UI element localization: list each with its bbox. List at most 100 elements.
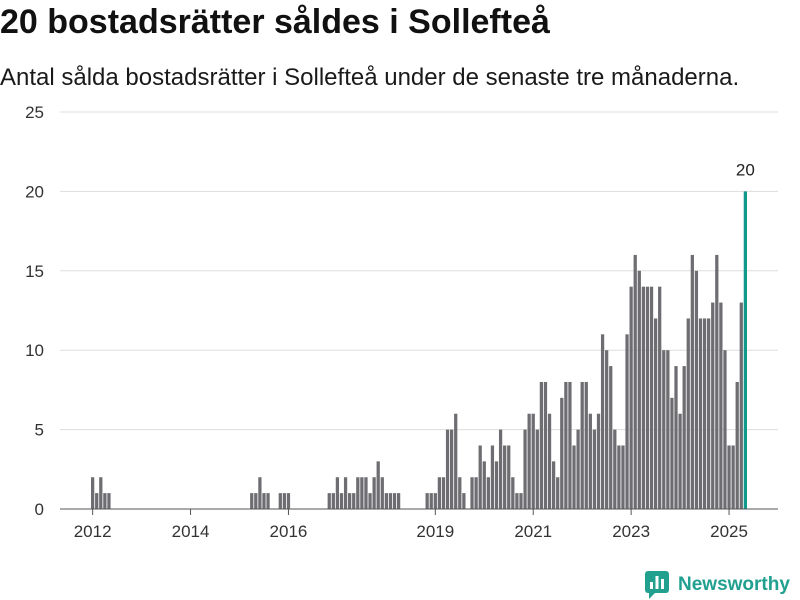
- bar: [339, 493, 344, 509]
- bar: [335, 477, 340, 509]
- x-tick-label: 2019: [416, 522, 454, 541]
- bar: [551, 461, 556, 509]
- bar: [356, 477, 360, 509]
- icon-bubble-tail: [649, 592, 656, 599]
- bar: [698, 318, 703, 509]
- bar: [474, 477, 478, 509]
- bar: [364, 477, 368, 509]
- bar: [286, 493, 291, 509]
- bar: [658, 286, 662, 509]
- bar: [454, 413, 458, 509]
- bar: [653, 318, 658, 509]
- bar: [674, 366, 678, 509]
- bar: [600, 334, 605, 509]
- bar: [576, 429, 580, 509]
- x-tick-label: 2025: [710, 522, 748, 541]
- bar: [380, 477, 384, 509]
- bar: [372, 477, 376, 509]
- bar: [735, 381, 739, 509]
- y-tick-label: 10: [25, 341, 44, 360]
- data-label: 20: [736, 160, 755, 179]
- bar: [266, 493, 270, 509]
- brand-logo: Newsworthy: [645, 570, 790, 600]
- bar: [715, 254, 719, 509]
- bars: [91, 191, 747, 509]
- bar: [572, 445, 576, 509]
- bar: [327, 493, 331, 509]
- bar: [539, 381, 544, 509]
- bar: [523, 429, 527, 509]
- y-tick-label: 25: [25, 103, 44, 122]
- chart-subtitle: Antal sålda bostadsrätter i Sollefteå un…: [0, 64, 740, 91]
- bar: [343, 477, 348, 509]
- bar: [250, 493, 254, 509]
- bar: [91, 477, 95, 509]
- bar: [556, 477, 560, 509]
- gridlines: [60, 111, 778, 431]
- bar: [678, 413, 682, 509]
- bar: [433, 493, 437, 509]
- chart-title: 20 bostadsrätter såldes i Sollefteå: [0, 3, 550, 41]
- bar: [494, 461, 499, 509]
- bar: [441, 477, 446, 509]
- bar: [613, 429, 617, 509]
- bar: [719, 302, 723, 509]
- brand-name: Newsworthy: [678, 574, 790, 595]
- bar: [368, 493, 372, 509]
- bar: [498, 429, 503, 509]
- bar: [645, 286, 650, 509]
- bar: [429, 493, 433, 509]
- bar: [621, 445, 625, 509]
- bar: [694, 270, 699, 509]
- y-tick-label: 0: [35, 500, 44, 519]
- bar: [437, 477, 442, 509]
- bar: [707, 318, 711, 509]
- x-tick-label: 2016: [270, 522, 308, 541]
- bar: [360, 477, 364, 509]
- bar: [511, 477, 515, 509]
- bar: [568, 381, 572, 509]
- bar: [262, 493, 266, 509]
- bar: [560, 397, 564, 509]
- bar: [670, 397, 674, 509]
- bar: [531, 413, 535, 509]
- bar: [686, 318, 690, 509]
- bar: [470, 477, 474, 509]
- y-tick-label: 20: [25, 182, 44, 201]
- bar: [731, 445, 735, 509]
- x-tick-label: 2021: [514, 522, 552, 541]
- bar: [723, 350, 727, 509]
- data-labels: 20: [736, 160, 755, 179]
- bar: [507, 445, 511, 509]
- bar: [564, 381, 568, 509]
- bar: [666, 350, 670, 509]
- bar: [278, 493, 282, 509]
- bar: [739, 302, 743, 509]
- bar: [425, 493, 429, 509]
- bar: [482, 461, 486, 509]
- bar: [95, 493, 99, 509]
- bar: [107, 493, 111, 509]
- bar: [450, 429, 454, 509]
- bar: [584, 381, 588, 509]
- bar: [617, 445, 621, 509]
- bar: [711, 302, 715, 509]
- bar: [596, 413, 601, 509]
- bar: [254, 493, 258, 509]
- bar: [727, 445, 731, 509]
- bar: [588, 413, 592, 509]
- bar: [592, 429, 597, 509]
- bar: [282, 493, 287, 509]
- bar: [637, 270, 641, 509]
- bar: [462, 493, 466, 509]
- bar: [490, 445, 495, 509]
- bar: [376, 461, 380, 509]
- icon-bar: [661, 579, 664, 589]
- x-tick-label: 2012: [74, 522, 112, 541]
- bar: [352, 493, 356, 509]
- bar: [690, 254, 694, 509]
- bar: [609, 366, 613, 509]
- icon-bar: [655, 576, 659, 589]
- x-tick-label: 2014: [172, 522, 210, 541]
